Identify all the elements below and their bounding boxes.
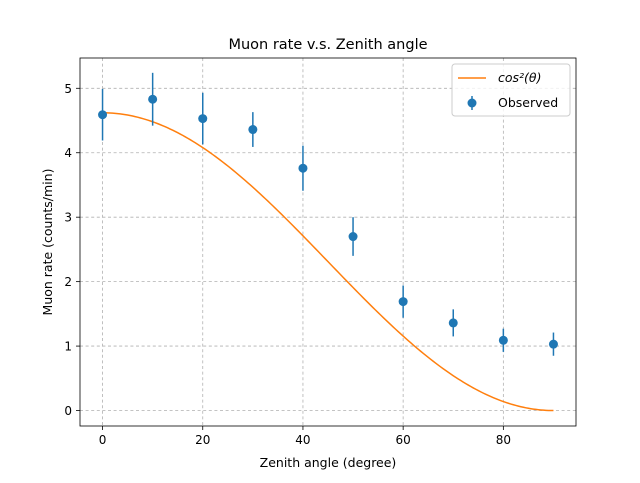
- data-point: [548, 339, 558, 349]
- data-point: [148, 94, 158, 104]
- legend-box: [451, 63, 571, 117]
- y-tick-label: 0: [64, 404, 72, 418]
- data-point: [448, 318, 458, 328]
- y-tick-label: 3: [64, 211, 72, 225]
- x-tick-label: 80: [496, 433, 511, 447]
- data-point: [248, 125, 258, 135]
- legend-label-cos2: cos²(θ): [498, 70, 541, 85]
- data-point: [198, 114, 208, 124]
- x-axis-label: Zenith angle (degree): [260, 455, 397, 470]
- data-point: [398, 297, 408, 307]
- legend-label-observed: Observed: [498, 95, 558, 110]
- cos2-curve: [102, 112, 554, 412]
- x-tick-label: 0: [99, 433, 107, 447]
- legend-marker-swatch: [467, 98, 477, 108]
- legend: cos²(θ) Observed: [451, 63, 571, 117]
- data-point: [298, 163, 308, 173]
- x-tick-label: 40: [295, 433, 310, 447]
- chart-title: Muon rate v.s. Zenith angle: [228, 37, 427, 53]
- plot-frame: [79, 57, 577, 427]
- data-point: [348, 232, 358, 242]
- y-tick-label: 1: [64, 340, 72, 354]
- y-tick-label: 2: [64, 275, 72, 289]
- tick-layer: 0 20 40 60 80 0 1 2 3 4 5: [64, 82, 511, 447]
- series-layer: [98, 72, 558, 412]
- y-tick-label: 4: [64, 146, 72, 160]
- x-tick-label: 20: [195, 433, 210, 447]
- data-point: [498, 335, 508, 345]
- x-tick-label: 60: [396, 433, 411, 447]
- y-tick-label: 5: [64, 82, 72, 96]
- grid-layer: [80, 58, 576, 426]
- data-point: [98, 110, 108, 120]
- y-axis-label: Muon rate (counts/min): [40, 169, 55, 316]
